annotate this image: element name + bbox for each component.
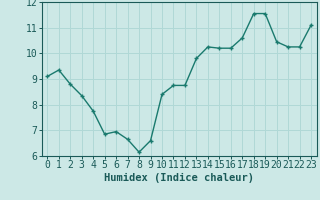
X-axis label: Humidex (Indice chaleur): Humidex (Indice chaleur) bbox=[104, 173, 254, 183]
